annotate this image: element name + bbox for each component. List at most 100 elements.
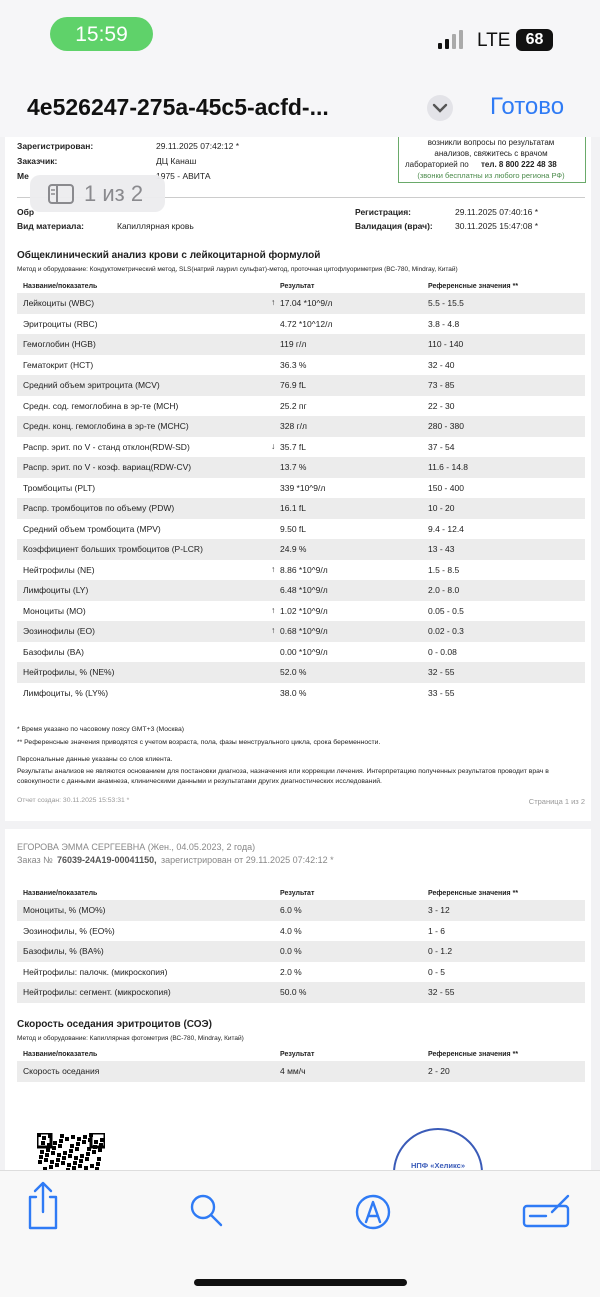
row-name: Нейтрофилы (NE): [23, 564, 95, 575]
done-button[interactable]: Готово: [490, 93, 565, 120]
row-name: Эритроциты (RBC): [23, 318, 98, 329]
row-name: Распр. эрит. по V - коэф. вариац(RDW-CV): [23, 462, 192, 473]
row-name: Средний объем тромбоцита (MPV): [23, 523, 161, 534]
search-button[interactable]: [190, 1194, 223, 1227]
form-button[interactable]: [522, 1194, 570, 1228]
info-label: Заказчик:: [17, 156, 58, 166]
row-result: 52.0 %: [280, 667, 307, 678]
section-title: Общеклинический анализ крови с лейкоцита…: [17, 250, 321, 261]
order-label: Заказ №: [17, 855, 53, 865]
row-name: Моноциты (MO): [23, 605, 86, 616]
row-ref: 3 - 12: [428, 905, 450, 916]
info-label: Зарегистрирован:: [17, 141, 94, 151]
row-ref: 2 - 20: [428, 1066, 450, 1077]
markup-button[interactable]: [355, 1194, 391, 1230]
table-header: Референсные значения **: [428, 283, 519, 290]
row-ref: 110 - 140: [428, 339, 464, 350]
row-ref: 22 - 30: [428, 400, 455, 411]
row-ref: 0 - 1.2: [428, 946, 453, 957]
separator: [17, 197, 585, 198]
registration-value: 29.11.2025 07:40:16 *: [455, 207, 539, 217]
signal-icon: [438, 30, 463, 49]
row-result: 1.02 *10^9/л: [280, 605, 328, 616]
row-result: 24.9 %: [280, 544, 307, 555]
table-header: Референсные значения **: [428, 890, 519, 897]
row-ref: 32 - 55: [428, 667, 455, 678]
row-shade: [17, 900, 585, 921]
row-name: Скорость оседания: [23, 1066, 100, 1077]
table-header: Название/показатель: [23, 283, 98, 290]
row-name: Нейтрофилы, % (NE%): [23, 667, 115, 678]
row-name: Распр. эрит. по V - станд отклон(RDW-SD): [23, 441, 190, 452]
row-ref: 0.02 - 0.3: [428, 626, 464, 637]
row-result: 25.2 пг: [280, 400, 307, 411]
row-ref: 150 - 400: [428, 482, 464, 493]
row-result: 2.0 %: [280, 966, 302, 977]
row-ref: 2.0 - 8.0: [428, 585, 460, 596]
page-number: Страница 1 из 2: [528, 797, 585, 806]
row-shade: [17, 539, 585, 560]
notice-line: (звонки бесплатны из любого региона РФ): [417, 171, 565, 180]
row-shade: [17, 498, 585, 519]
page-2: [5, 829, 591, 1189]
row-ref: 32 - 40: [428, 359, 455, 370]
qr: [37, 1133, 105, 1170]
row-shade: [17, 580, 585, 601]
row-name: Базофилы (BA): [23, 646, 84, 657]
sample-label: Обр: [17, 207, 35, 217]
row-shade: [17, 334, 585, 355]
row-result: 17.04 *10^9/л: [280, 298, 333, 309]
section-method: Метод и оборудование: Капиллярная фотоме…: [17, 1035, 244, 1042]
row-shade: [17, 375, 585, 396]
status-time: 15:59: [75, 23, 128, 46]
row-result: 328 г/л: [280, 421, 307, 432]
time-pill: [50, 17, 153, 51]
row-flag: ↑: [271, 563, 276, 574]
row-ref: 11.6 - 14.8: [428, 462, 469, 473]
table-header: Референсные значения **: [428, 1051, 519, 1058]
note: Результаты анализов не являются основани…: [17, 768, 549, 785]
notice-box: [398, 134, 586, 183]
notice-line: лабораторией по: [405, 160, 469, 169]
row-shade: [17, 941, 585, 962]
notice-line: анализов, свяжитесь с врачом: [434, 149, 548, 158]
note: ** Референсные значения приводятся с уче…: [17, 739, 381, 746]
row-result: 4.72 *10^12/л: [280, 318, 333, 329]
row-name: Эозинофилы (EO): [23, 626, 95, 637]
info-value: 1975 - АВИТА: [156, 171, 211, 181]
validation-value: 30.11.2025 15:47:08 *: [455, 221, 539, 231]
row-result: 9.50 fL: [280, 523, 306, 534]
page-indicator: 1 из 2: [84, 181, 144, 206]
notice-phone: тел. 8 800 222 48 38: [481, 160, 557, 169]
row-ref: 1 - 6: [428, 925, 446, 936]
row-result: 38.0 %: [280, 687, 307, 698]
page-1: [5, 137, 591, 821]
row-result: 0.68 *10^9/л: [280, 626, 328, 637]
qr-code: [37, 1133, 105, 1170]
share-button[interactable]: [28, 1181, 58, 1230]
order-registered: зарегистрирован от 29.11.2025 07:42:12 *: [161, 855, 334, 865]
row-result: 0.0 %: [280, 946, 302, 957]
material-value: Капиллярная кровь: [117, 221, 194, 231]
row-result: 4.0 %: [280, 925, 302, 936]
row-result: 13.7 %: [280, 462, 307, 473]
row-flag: ↑: [271, 625, 276, 636]
row-name: Средн. сод. гемоглобина в эр-те (MCH): [23, 400, 179, 411]
section-method: Метод и оборудование: Кондуктометрически…: [17, 266, 458, 273]
row-result: 16.1 fL: [280, 503, 306, 514]
note: * Время указано по часовому поясу GMT+3 …: [17, 726, 184, 733]
network: LTE: [477, 30, 511, 51]
title-menu-button[interactable]: [426, 94, 454, 122]
note: Персональные данные указаны со слов клие…: [17, 756, 173, 763]
table-header: Название/показатель: [23, 890, 98, 897]
row-name: Нейтрофилы: сегмент. (микроскопия): [23, 987, 171, 998]
row-ref: 1.5 - 8.5: [428, 564, 460, 575]
info-label: Ме: [17, 171, 29, 181]
info-value: 29.11.2025 07:42:12 *: [156, 141, 240, 151]
row-result: 6.0 %: [280, 905, 302, 916]
table-header: Результат: [280, 1051, 315, 1058]
row-flag: ↓: [271, 440, 276, 451]
material-label: Вид материала:: [17, 221, 85, 231]
